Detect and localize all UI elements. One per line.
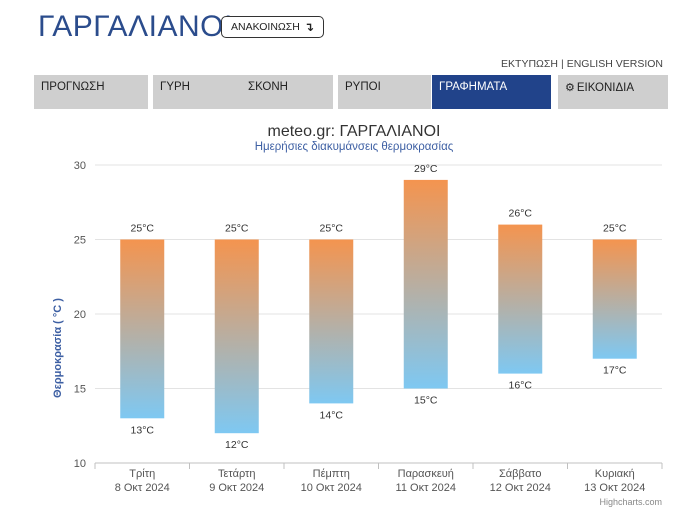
low-temp-label: 16°C (509, 380, 533, 392)
x-tick-labels: Τρίτη 8 Οκτ 2024 Τετάρτη 9 Οκτ 2024 Πέμπτη 10… (94, 463, 663, 494)
bars: 25°C 13°C 25°C 12°C 25°C 14°C 29°C 15°C 26°C 16°C… (120, 163, 637, 451)
temperature-chart: meteo.gr: ΓΑΡΓΑΛΙΑΝΟΙ Ημερήσιες διακυμάν… (0, 115, 693, 525)
y-tick-labels: 10 15 20 25 30 (74, 160, 86, 470)
tab-forecast[interactable]: ΠΡΟΓΝΩΣΗ (34, 75, 148, 109)
chart-svg: meteo.gr: ΓΑΡΓΑΛΙΑΝΟΙ Ημερήσιες διακυμάν… (52, 123, 663, 507)
x-tick-day: Κυριακή (595, 468, 635, 480)
high-temp-label: 25°C (131, 223, 155, 235)
y-tick-label: 15 (74, 384, 86, 396)
temperature-range-bar[interactable] (403, 179, 448, 389)
tab-pollutants[interactable]: ΡΥΠΟΙ (338, 75, 431, 109)
x-tick-day: Τρίτη (129, 468, 155, 480)
low-temp-label: 17°C (603, 365, 627, 377)
x-tick-date: 8 Οκτ 2024 (115, 482, 170, 494)
temperature-range-bar[interactable] (498, 224, 543, 374)
x-tick-date: 11 Οκτ 2024 (396, 482, 456, 494)
y-tick-label: 10 (74, 458, 86, 470)
x-tick-day: Τετάρτη (218, 468, 256, 480)
temperature-range-bar[interactable] (120, 239, 165, 419)
high-temp-label: 29°C (414, 163, 438, 175)
x-tick-date: 12 Οκτ 2024 (490, 482, 551, 494)
tab-icons[interactable]: ⚙ ΕΙΚΟΝΙΔΙΑ (558, 75, 668, 109)
grid-lines (95, 164, 662, 464)
high-temp-label: 26°C (509, 208, 533, 220)
x-tick-day: Σάββατο (499, 468, 541, 480)
x-tick-date: 13 Οκτ 2024 (584, 482, 645, 494)
arrow-down-return-icon: ↴ (303, 20, 314, 34)
tab-pollen[interactable]: ΓΥΡΗ (153, 75, 248, 109)
temperature-range-bar[interactable] (309, 239, 354, 404)
tab-label: ΡΥΠΟΙ (345, 81, 381, 93)
high-temp-label: 25°C (320, 223, 344, 235)
print-link[interactable]: ΕΚΤΥΠΩΣΗ (501, 58, 558, 70)
high-temp-label: 25°C (603, 223, 627, 235)
y-tick-label: 20 (74, 309, 86, 321)
y-tick-label: 25 (74, 235, 86, 247)
high-temp-label: 25°C (225, 223, 249, 235)
announcement-button[interactable]: ΑΝΑΚΟΙΝΩΣΗ ↴ (221, 16, 324, 38)
x-tick-date: 9 Οκτ 2024 (209, 482, 264, 494)
low-temp-label: 15°C (414, 395, 438, 407)
page-title: ΓΑΡΓΑΛΙΑΝΟΙ (38, 10, 233, 43)
top-links: ΕΚΤΥΠΩΣΗ | ENGLISH VERSION (501, 58, 663, 70)
tab-label: ΕΙΚΟΝΙΔΙΑ (576, 82, 635, 94)
tab-label: ΠΡΟΓΝΩΣΗ (41, 81, 105, 93)
low-temp-label: 12°C (225, 439, 249, 451)
main-nav: ΠΡΟΓΝΩΣΗ ΓΥΡΗ ΣΚΟΝΗ ΡΥΠΟΙ ΓΡΑΦΗΜΑΤΑ ⚙ ΕΙΚ… (34, 75, 668, 109)
x-tick-date: 10 Οκτ 2024 (301, 482, 362, 494)
low-temp-label: 14°C (320, 409, 344, 421)
tab-label: ΓΡΑΦΗΜΑΤΑ (439, 81, 508, 93)
tab-dust[interactable]: ΣΚΟΝΗ (241, 75, 333, 109)
x-tick-day: Πέμπτη (313, 468, 350, 480)
gear-icon: ⚙ (565, 82, 575, 94)
link-separator: | (560, 58, 564, 70)
chart-subtitle: Ημερήσιες διακυμάνσεις θερμοκρασίας (255, 141, 454, 153)
temperature-range-bar[interactable] (214, 239, 259, 434)
english-version-link[interactable]: ENGLISH VERSION (566, 58, 663, 70)
announcement-label: ΑΝΑΚΟΙΝΩΣΗ (231, 21, 300, 33)
low-temp-label: 13°C (131, 424, 155, 436)
y-axis-label: Θερμοκρασία ( °C ) (52, 298, 64, 398)
credits-link[interactable]: Highcharts.com (599, 497, 662, 507)
tab-label: ΓΥΡΗ (160, 81, 190, 93)
temperature-range-bar[interactable] (592, 239, 637, 359)
tab-charts[interactable]: ΓΡΑΦΗΜΑΤΑ (432, 75, 551, 109)
tab-label: ΣΚΟΝΗ (248, 81, 288, 93)
chart-title: meteo.gr: ΓΑΡΓΑΛΙΑΝΟΙ (268, 123, 441, 140)
x-tick-day: Παρασκευή (398, 468, 454, 480)
y-tick-label: 30 (74, 160, 86, 172)
